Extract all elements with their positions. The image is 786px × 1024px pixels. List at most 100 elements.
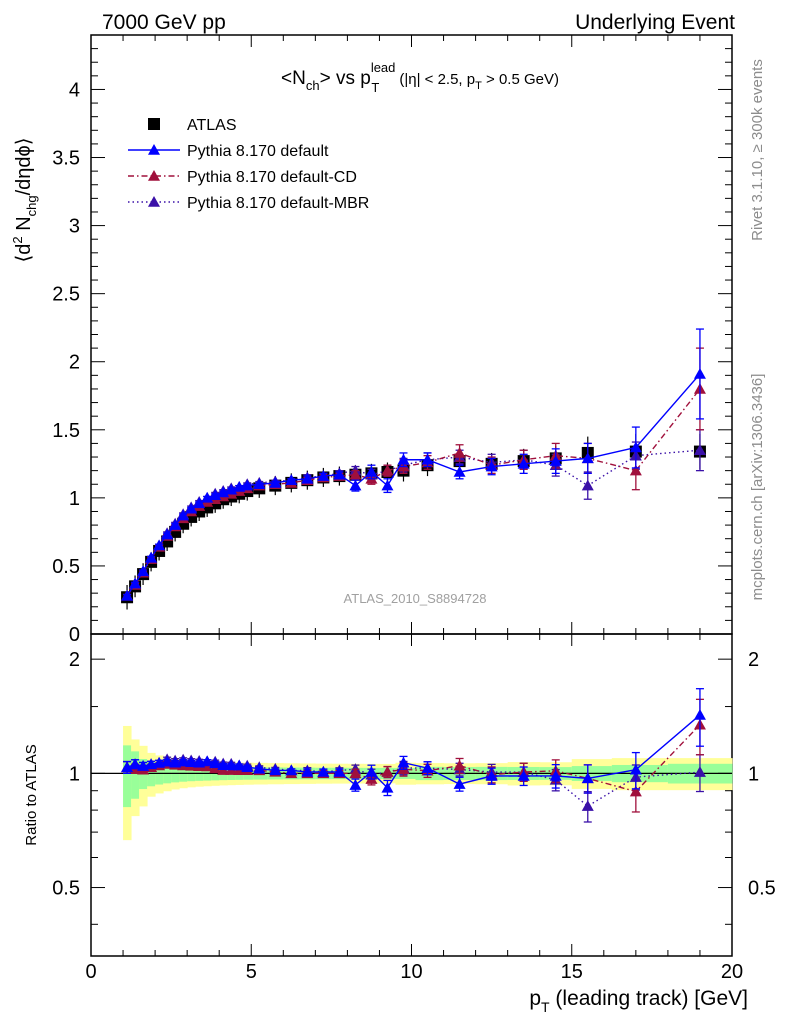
x-tick-label: 15 [561, 961, 583, 983]
ratio-tick-label: 2 [748, 649, 759, 671]
series-1-point [317, 470, 330, 481]
series-1-point [549, 455, 562, 466]
series-1-point [209, 489, 222, 500]
x-tick-label: 10 [400, 961, 422, 983]
series-1-point [693, 367, 706, 379]
series-1-ratio-point [225, 759, 238, 771]
series-1-ratio-point [129, 758, 142, 769]
series-1-point [241, 479, 254, 491]
series-1-ratio-point [269, 764, 282, 776]
series-1-point [137, 565, 150, 577]
series-3-point [581, 479, 594, 491]
y-tick-label: 2.5 [52, 284, 80, 306]
legend-marker [148, 118, 160, 130]
y-tick-label: 0.5 [52, 556, 80, 578]
series-2-point [349, 468, 362, 480]
y-tick-label: 1 [69, 488, 80, 510]
series-3-point [693, 444, 706, 456]
ratio-ticks: 0 5 10 15 20 0.5 0.5 1 1 2 2 [52, 634, 776, 983]
side-label-bottom: mcplots.cern.ch [arXiv:1306.3436] [749, 374, 766, 601]
series-1-point [581, 452, 594, 464]
series-1-point [169, 519, 182, 530]
x-tick-label: 0 [85, 961, 96, 983]
legend-marker [148, 144, 160, 155]
header-right: Underlying Event [575, 11, 735, 34]
ratio-tick-label: 1 [69, 763, 80, 785]
series-1-point [421, 453, 434, 465]
legend-marker [148, 196, 160, 207]
ratio-tick-label: 2 [69, 649, 80, 671]
x-axis-label: pT (leading track) [GeV] [529, 987, 748, 1015]
series-1-ratio-point [301, 765, 314, 777]
series-1-ratio-point [421, 762, 434, 773]
x-tick-label: 5 [246, 961, 257, 983]
series-1-point [381, 479, 394, 491]
series-1-point [517, 457, 530, 469]
series-1-point [121, 589, 134, 601]
series-1-ratio-point [217, 759, 230, 771]
series-2-point [629, 464, 642, 476]
series-1-ratio-line [126, 714, 701, 789]
y-tick-label: 4 [69, 79, 80, 101]
series-1-point [349, 479, 362, 491]
plot-title: <Nch> vs plead T (|η| < 2.5, pT > 0.5 GeV) [281, 60, 559, 95]
side-label-top: Rivet 3.1.10, ≥ 300k events [749, 59, 766, 241]
main-series [121, 328, 706, 610]
series-1-ratio-point [285, 764, 298, 776]
ratio-bands [123, 725, 733, 841]
series-1-ratio-point [517, 769, 530, 781]
ratio-tick-label: 0.5 [52, 878, 80, 900]
series-3-ratio-point [693, 766, 706, 777]
series-2-point [453, 446, 466, 458]
main-panel: 0 0.5 1 1.5 2 2.5 3 3.5 4 [52, 34, 733, 646]
series-1-point [193, 497, 206, 509]
series-1-ratio-point [201, 755, 214, 767]
main-ticks: 0 0.5 1 1.5 2 2.5 3 3.5 4 [52, 35, 733, 646]
series-1-point [453, 465, 466, 477]
series-1-ratio-point [629, 763, 642, 775]
series-3-ratio-line [126, 758, 701, 807]
header-left: 7000 GeV pp [102, 11, 226, 34]
series-1-point [253, 478, 266, 490]
series-1-ratio-point [209, 757, 222, 769]
series-1-point [217, 486, 230, 498]
series-1-point [485, 460, 498, 472]
series-1-ratio-point [121, 761, 134, 773]
series-1-ratio-point [349, 779, 362, 790]
series-2-point [381, 464, 394, 476]
ratio-tick-label: 1 [748, 763, 759, 785]
series-1-point [629, 441, 642, 453]
series-1-ratio-point [161, 755, 174, 767]
series-1-ratio-point [549, 769, 562, 781]
series-1-point [201, 491, 214, 503]
series-1-point [333, 468, 346, 480]
series-1-ratio-point [397, 756, 410, 768]
ratio-tick-label: 0.5 [748, 878, 776, 900]
series-2-ratio-point [629, 785, 642, 797]
series-2-ratio-point [381, 765, 394, 777]
series-1-ratio-point [241, 761, 254, 772]
legend: ATLAS Pythia 8.170 default Pythia 8.170 de… [128, 117, 369, 212]
legend-marker [148, 170, 160, 181]
ratio-panel: 0 5 10 15 20 0.5 0.5 1 1 2 2 [52, 633, 776, 983]
series-1-point [365, 465, 378, 477]
series-1-ratio-point [317, 765, 330, 777]
series-1-ratio-point [365, 765, 378, 777]
legend-label: Pythia 8.170 default-CD [187, 169, 357, 186]
series-1-point [285, 474, 298, 485]
series-1-point [225, 483, 238, 495]
series-1-ratio-point [693, 708, 706, 720]
watermark: ATLAS_2010_S8894728 [344, 591, 487, 606]
series-1-ratio-point [233, 759, 246, 771]
series-1-ratio-point [177, 755, 190, 767]
series-1-point [185, 502, 198, 514]
series-3-ratio-point [581, 800, 594, 811]
ratio-y-axis-label: Ratio to ATLAS [23, 744, 40, 845]
y-tick-label: 0 [69, 624, 80, 646]
series-1-ratio-point [485, 770, 498, 781]
series-1-ratio-point [185, 756, 198, 768]
series-2-ratio-point [349, 767, 362, 779]
series-1-line [126, 373, 701, 597]
series-1-point [397, 453, 410, 465]
y-tick-label: 2 [69, 352, 80, 374]
